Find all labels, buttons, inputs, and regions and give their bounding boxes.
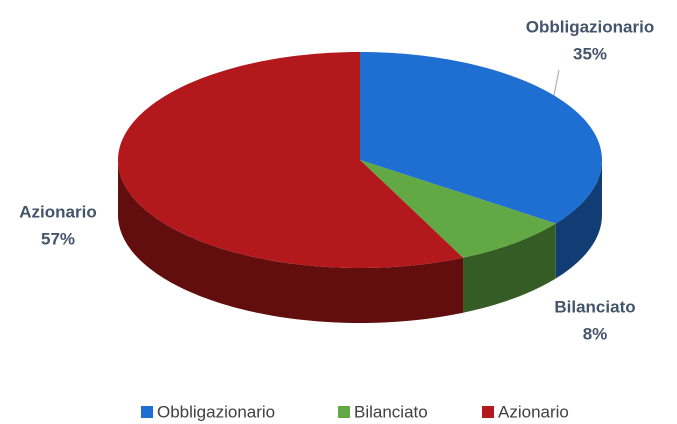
legend-label: Azionario <box>498 402 569 421</box>
legend-swatch <box>482 406 494 418</box>
data-label-value: 57% <box>41 229 75 248</box>
data-label-name: Azionario <box>19 202 96 221</box>
slice <box>118 52 464 268</box>
slice <box>360 160 556 258</box>
legend-label: Bilanciato <box>354 402 428 421</box>
legend-swatch <box>141 406 153 418</box>
data-label-value: 8% <box>583 324 608 343</box>
leader-line <box>552 69 560 101</box>
slice <box>360 52 602 224</box>
data-label-value: 35% <box>573 44 607 63</box>
slice-side <box>555 160 602 279</box>
legend-swatch <box>338 406 350 418</box>
slice-side <box>118 160 464 323</box>
slice-side <box>463 223 556 313</box>
data-label-name: Obbligazionario <box>526 17 654 36</box>
data-label-name: Bilanciato <box>554 297 635 316</box>
legend-label: Obbligazionario <box>157 402 275 421</box>
